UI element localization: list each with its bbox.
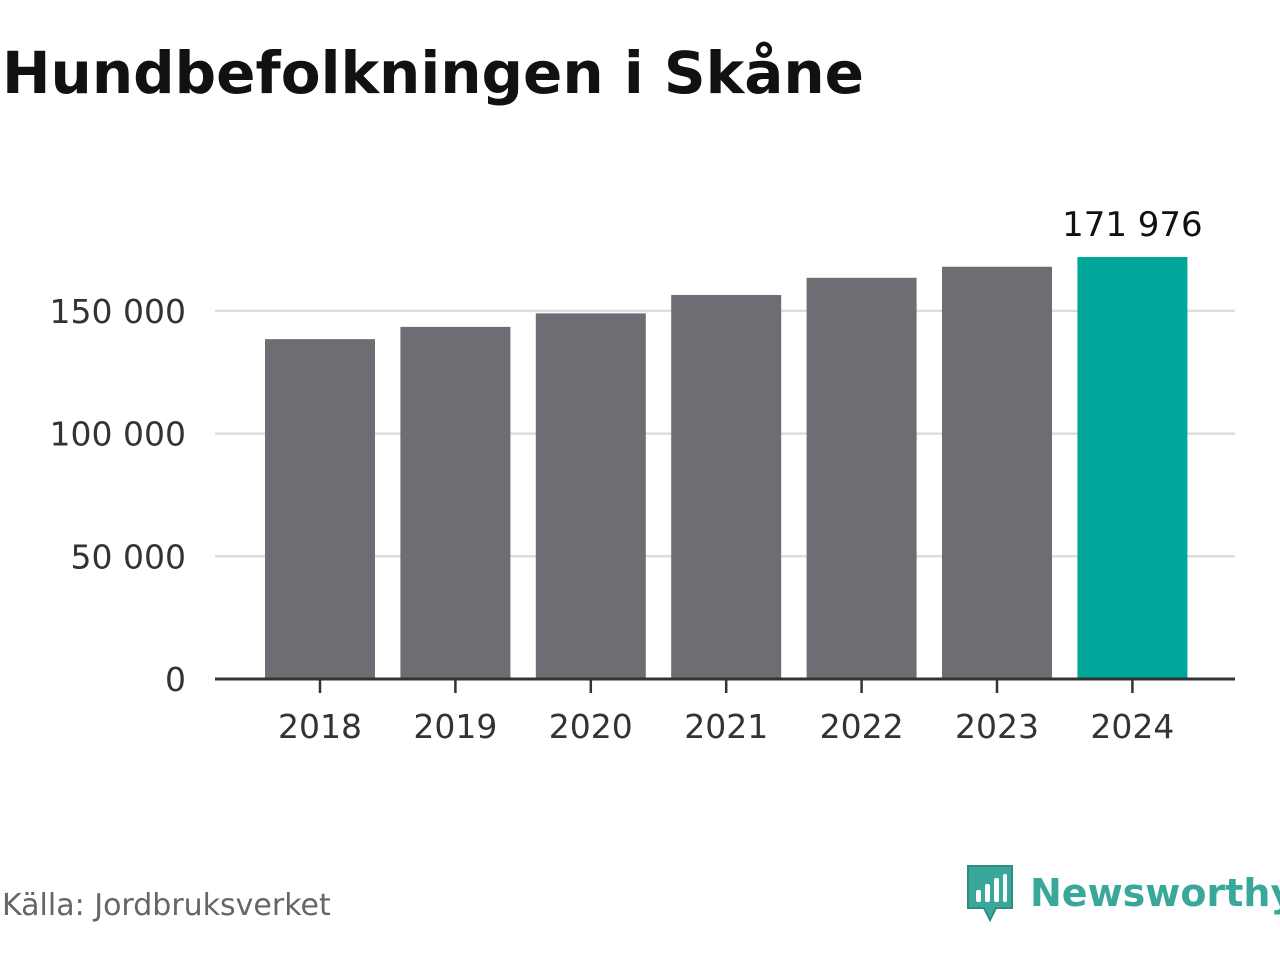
x-tick-label: 2024 bbox=[1090, 707, 1174, 746]
bar-2020 bbox=[535, 313, 646, 679]
x-tick-label: 2021 bbox=[684, 707, 768, 746]
brand-name: Newsworthy bbox=[1030, 871, 1280, 915]
y-tick-label: 0 bbox=[165, 660, 186, 699]
bar-2021 bbox=[671, 294, 782, 679]
bars bbox=[265, 257, 1188, 679]
y-tick-label: 50 000 bbox=[71, 537, 186, 576]
bar-chart: 0 50 000 100 000 150 000 2018 2019 2020 2021 202… bbox=[50, 205, 1235, 746]
source-note: Källa: Jordbruksverket bbox=[2, 888, 331, 923]
x-tick-label: 2022 bbox=[820, 707, 904, 746]
x-tick-label: 2020 bbox=[549, 707, 633, 746]
bar-2023 bbox=[942, 266, 1052, 679]
x-tick-label: 2018 bbox=[278, 707, 362, 746]
bar-2024 bbox=[1077, 257, 1188, 679]
axes bbox=[215, 677, 1235, 693]
data-label: 171 976 bbox=[1062, 205, 1203, 245]
bar-2019 bbox=[400, 326, 511, 679]
bar-2018 bbox=[265, 339, 375, 679]
bar-2022 bbox=[806, 277, 917, 679]
y-tick-label: 150 000 bbox=[50, 292, 186, 331]
newsworthy-logo-icon bbox=[967, 865, 1013, 923]
brand-logo[interactable]: Newsworthy bbox=[964, 862, 1280, 924]
x-tick-label: 2019 bbox=[413, 707, 497, 746]
x-tick-label: 2023 bbox=[955, 707, 1039, 746]
y-tick-label: 100 000 bbox=[50, 415, 186, 454]
labels: 0 50 000 100 000 150 000 2018 2019 2020 2021 202… bbox=[50, 205, 1203, 746]
chart-title: Hundbefolkningen i Skåne bbox=[2, 39, 865, 107]
